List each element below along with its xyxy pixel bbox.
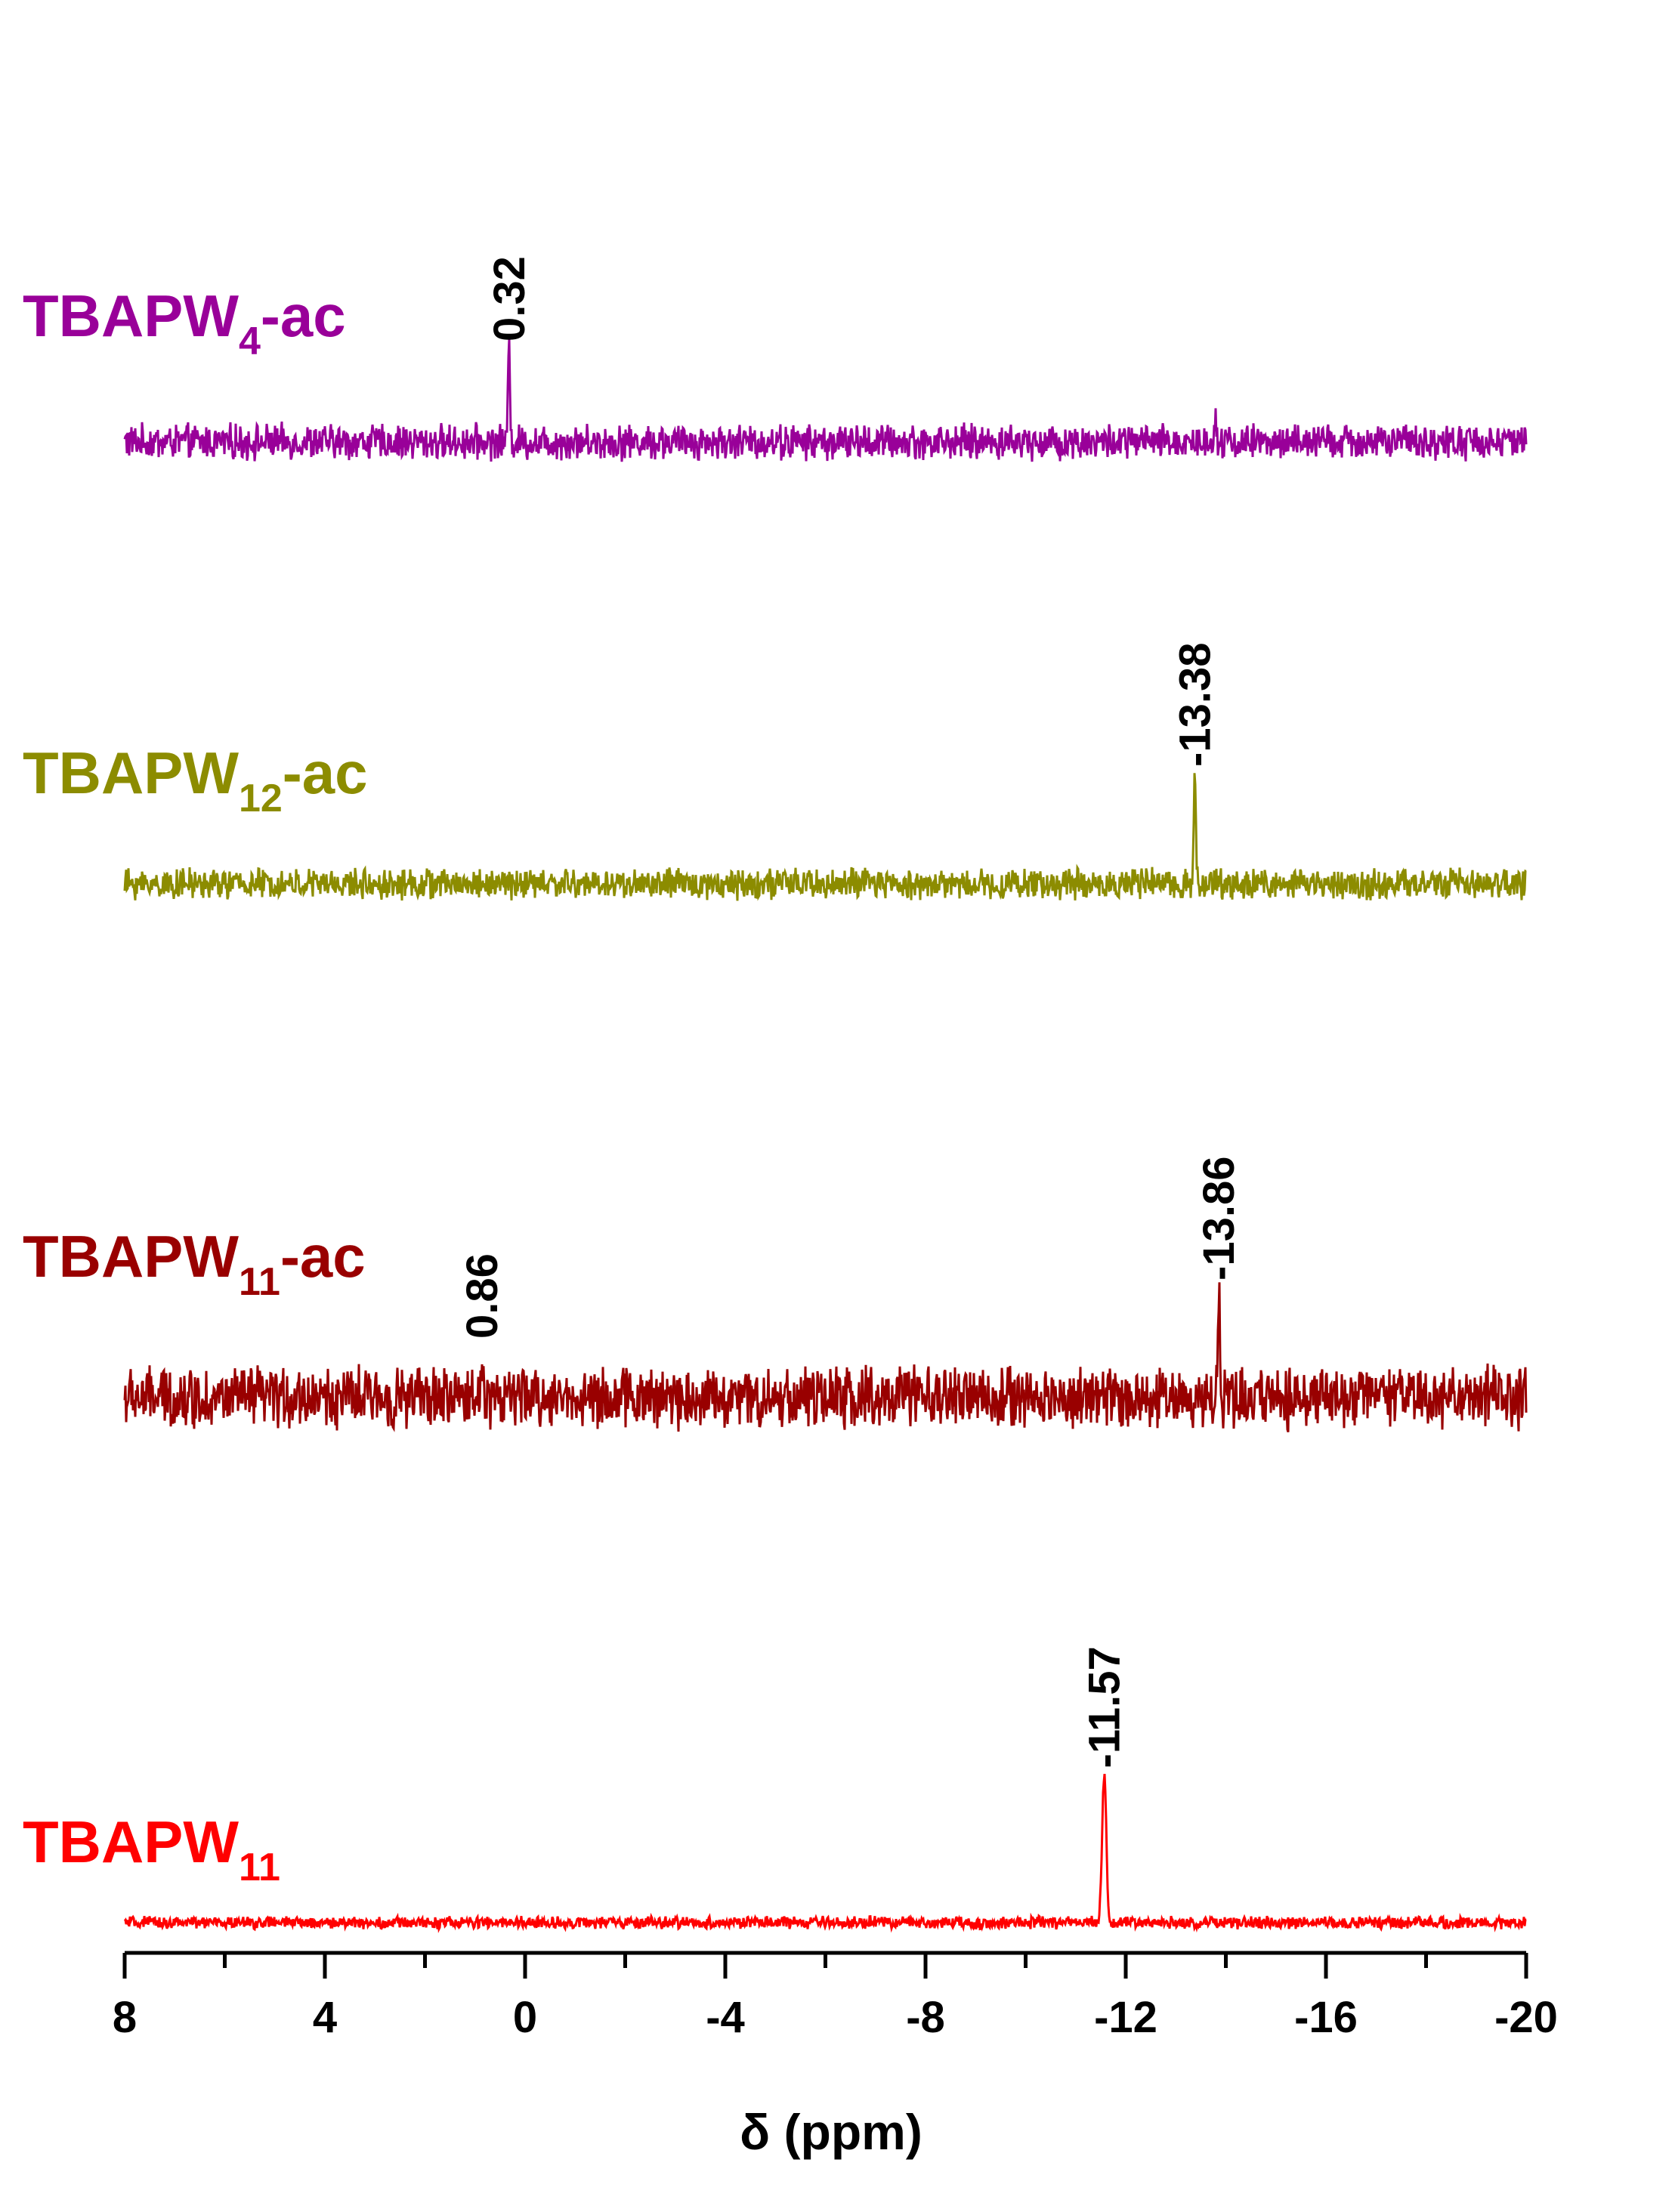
series-line [123, 1282, 1528, 1433]
series-label-suffix: -ac [283, 740, 368, 806]
series-layer: 0.32TBAPW4-ac-13.38TBAPW12-ac0.86-13.86T… [23, 256, 1528, 1933]
series-label-subscript: 11 [239, 1846, 280, 1889]
peak-label: -13.38 [1170, 643, 1219, 767]
series-3: 0.86 -13.86 TBAPW11-ac [23, 1157, 1528, 1433]
x-tick-label: -8 [906, 1993, 945, 2042]
series-label-suffix: -ac [280, 1223, 366, 1290]
series-line [123, 338, 1528, 462]
x-tick-label: 8 [113, 1993, 137, 2042]
series-label-main: TBAPW [23, 1223, 239, 1290]
series-label-main: TBAPW [23, 283, 239, 349]
peak-label: 0.86 [458, 1253, 507, 1339]
x-axis: 8 4 0 -4 -8 -12 -16 -20 [113, 1951, 1558, 2042]
series-label-suffix: -ac [261, 283, 346, 349]
series-1: 0.32 TBAPW4-ac [23, 256, 1528, 462]
series-label-subscript: 12 [239, 777, 283, 820]
series-2: -13.38 TBAPW12-ac [23, 643, 1527, 901]
x-tick-label: 4 [313, 1993, 337, 2042]
series-label: TBAPW11-ac [23, 1223, 366, 1304]
series-label: TBAPW4-ac [23, 283, 346, 363]
series-label-main: TBAPW [23, 740, 239, 806]
series-label-subscript: 11 [239, 1260, 280, 1304]
x-axis-title: δ (ppm) [740, 2104, 922, 2160]
series-4: -11.57 TBAPW11 [23, 1646, 1527, 1933]
x-tick-label: 0 [513, 1993, 537, 2042]
series-label: TBAPW11 [23, 1809, 280, 1889]
peak-label: -11.57 [1080, 1646, 1130, 1768]
x-tick-label: -12 [1094, 1993, 1157, 2042]
series-line [123, 1773, 1527, 1933]
x-tick-label: -4 [706, 1993, 745, 2042]
peak-label: 0.32 [485, 256, 534, 341]
series-label-main: TBAPW [23, 1809, 239, 1875]
peak-label: -13.86 [1194, 1157, 1244, 1281]
series-label-subscript: 4 [239, 320, 261, 363]
x-tick-label: -20 [1494, 1993, 1558, 2042]
series-label: TBAPW12-ac [23, 740, 368, 820]
x-tick-label: -16 [1294, 1993, 1358, 2042]
series-line [123, 773, 1527, 901]
